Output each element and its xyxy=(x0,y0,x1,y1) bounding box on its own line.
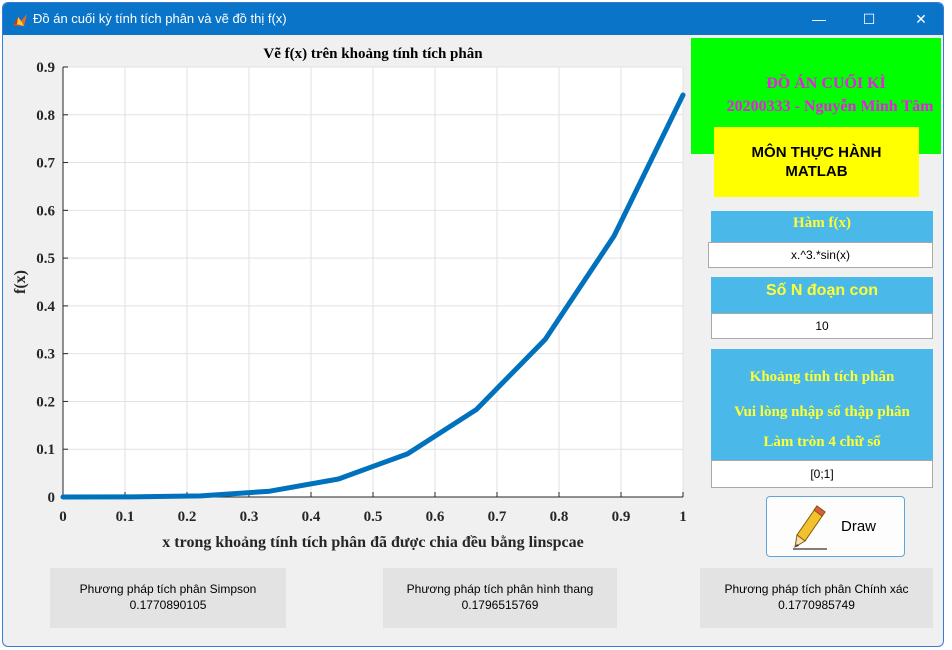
trapezoid-result-value: 0.1796515769 xyxy=(461,598,539,612)
x-tick-label: 0.3 xyxy=(240,509,259,525)
y-tick-label: 0 xyxy=(48,490,56,506)
subject-line-2: MATLAB xyxy=(785,163,848,180)
data-point xyxy=(613,235,615,237)
trapezoid-result-label: Phương pháp tích phân hình thang xyxy=(406,582,594,596)
exact-result-label: Phương pháp tích phân Chính xác xyxy=(724,582,909,596)
function-input[interactable]: x.^3.*sin(x) xyxy=(708,242,933,268)
x-tick-label: 0.1 xyxy=(116,509,135,525)
pencil-icon xyxy=(793,505,827,550)
x-tick-label: 0 xyxy=(59,509,67,525)
simpson-result-panel: Phương pháp tích phân Simpson 0.17708901… xyxy=(50,568,286,628)
y-tick-label: 0.6 xyxy=(36,203,55,219)
y-axis-label: f(x) xyxy=(12,270,29,294)
x-tick-label: 1 xyxy=(679,509,687,525)
chart-title: Vẽ f(x) trên khoảng tính tích phân xyxy=(263,46,483,62)
x-tick-label: 0.9 xyxy=(612,509,631,525)
y-tick-label: 0.8 xyxy=(36,108,55,124)
draw-button-label: Draw xyxy=(841,518,877,535)
data-point xyxy=(338,478,340,480)
maximize-button[interactable]: ☐ xyxy=(862,11,876,27)
x-tick-label: 0.8 xyxy=(550,509,569,525)
simpson-result-value: 0.1770890105 xyxy=(129,598,207,612)
data-point xyxy=(200,495,202,497)
data-point xyxy=(131,496,133,498)
series-line-0 xyxy=(60,92,686,500)
data-point xyxy=(682,94,684,96)
y-tick-label: 0.9 xyxy=(36,60,55,76)
y-tick-label: 0.3 xyxy=(36,347,55,363)
x-axis-label: x trong khoảng tính tích phân đã được ch… xyxy=(162,534,583,551)
x-tick-label: 0.7 xyxy=(488,509,507,525)
window-title: Đồ án cuối kỳ tính tích phân và vẽ đồ th… xyxy=(33,11,287,26)
interval-label: Khoảng tính tích phân Vui lòng nhập số t… xyxy=(711,349,933,460)
title-bar: Đồ án cuối kỳ tính tích phân và vẽ đồ th… xyxy=(3,3,943,35)
matlab-logo-icon xyxy=(13,14,27,26)
y-tick-label: 0.5 xyxy=(36,251,55,267)
y-tick-label: 0.2 xyxy=(36,394,55,410)
trapezoid-result-panel: Phương pháp tích phân hình thang 0.17965… xyxy=(383,568,617,628)
interval-input[interactable]: [0;1] xyxy=(711,460,933,488)
function-label: Hàm f(x) xyxy=(711,211,933,242)
subject-line-1: MÔN THỰC HÀNH xyxy=(751,144,882,161)
x-tick-label: 0.2 xyxy=(178,509,197,525)
exact-result-panel: Phương pháp tích phân Chính xác 0.177098… xyxy=(700,568,933,628)
header-banner-student: 20200333 - Nguyễn Minh Tâm xyxy=(726,98,934,115)
segments-label: Số N đoạn con xyxy=(711,277,933,313)
interval-label-line-3: Làm tròn 4 chữ số xyxy=(763,434,881,450)
header-banner-title: ĐỒ ÁN CUỐI KÌ xyxy=(766,75,886,92)
x-tick-label: 0.4 xyxy=(302,509,321,525)
close-button[interactable]: ✕ xyxy=(915,11,927,27)
data-point xyxy=(544,338,546,340)
interval-label-line-2: Vui lòng nhập số thập phân xyxy=(734,404,910,420)
interval-label-line-1: Khoảng tính tích phân xyxy=(749,369,895,385)
subject-banner: MÔN THỰC HÀNH MATLAB xyxy=(714,127,919,197)
data-point xyxy=(269,490,271,492)
y-tick-label: 0.1 xyxy=(36,442,55,458)
draw-button[interactable]: Draw xyxy=(766,496,905,557)
exact-result-value: 0.1770985749 xyxy=(778,598,855,612)
data-point xyxy=(406,453,408,455)
minimize-button[interactable]: — xyxy=(812,11,826,27)
y-tick-label: 0.4 xyxy=(36,299,55,315)
y-tick-label: 0.7 xyxy=(36,156,55,172)
function-plot: 0 0.1 0.2 0.3 0.4 0.5 0.6 0.7 0.8 0.9 1 0 0.1 0.2 0.3 0… xyxy=(12,46,687,551)
data-point xyxy=(62,496,64,498)
segments-input[interactable]: 10 xyxy=(711,313,933,339)
data-point xyxy=(475,409,477,411)
simpson-result-label: Phương pháp tích phân Simpson xyxy=(79,582,257,596)
x-tick-label: 0.5 xyxy=(364,509,383,525)
x-tick-label: 0.6 xyxy=(426,509,445,525)
